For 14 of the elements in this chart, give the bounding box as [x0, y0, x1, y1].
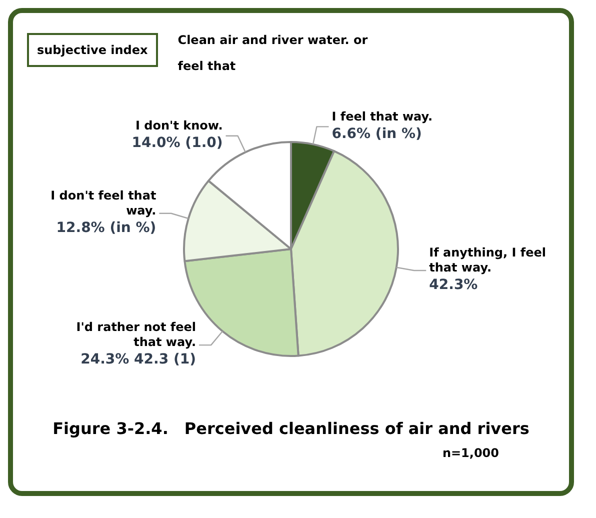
- slice-label: I'd rather not feel that way.: [76, 320, 196, 350]
- data-label: 12.8% (in %): [56, 220, 156, 236]
- data-label: 24.3% 42.3 (1): [80, 352, 196, 368]
- slice-label: I don't know.: [136, 118, 223, 133]
- slice-label: I don't feel that way.: [50, 188, 156, 218]
- data-label: 6.6% (in %): [332, 126, 422, 142]
- text: n=1,000: [441, 446, 500, 460]
- text: Figure 3-2.4. Perceived cleanliness of air and rivers: [52, 419, 530, 440]
- chart-subtitle: Clean air and river water. or feel that: [178, 32, 368, 75]
- data-label: 42.3%: [429, 277, 478, 294]
- slice-label: I feel that way.: [332, 109, 433, 124]
- slice-label: If anything, I feel that way.: [429, 246, 546, 275]
- data-label: 14.0% (1.0): [132, 135, 223, 152]
- text: subjective index: [27, 33, 158, 67]
